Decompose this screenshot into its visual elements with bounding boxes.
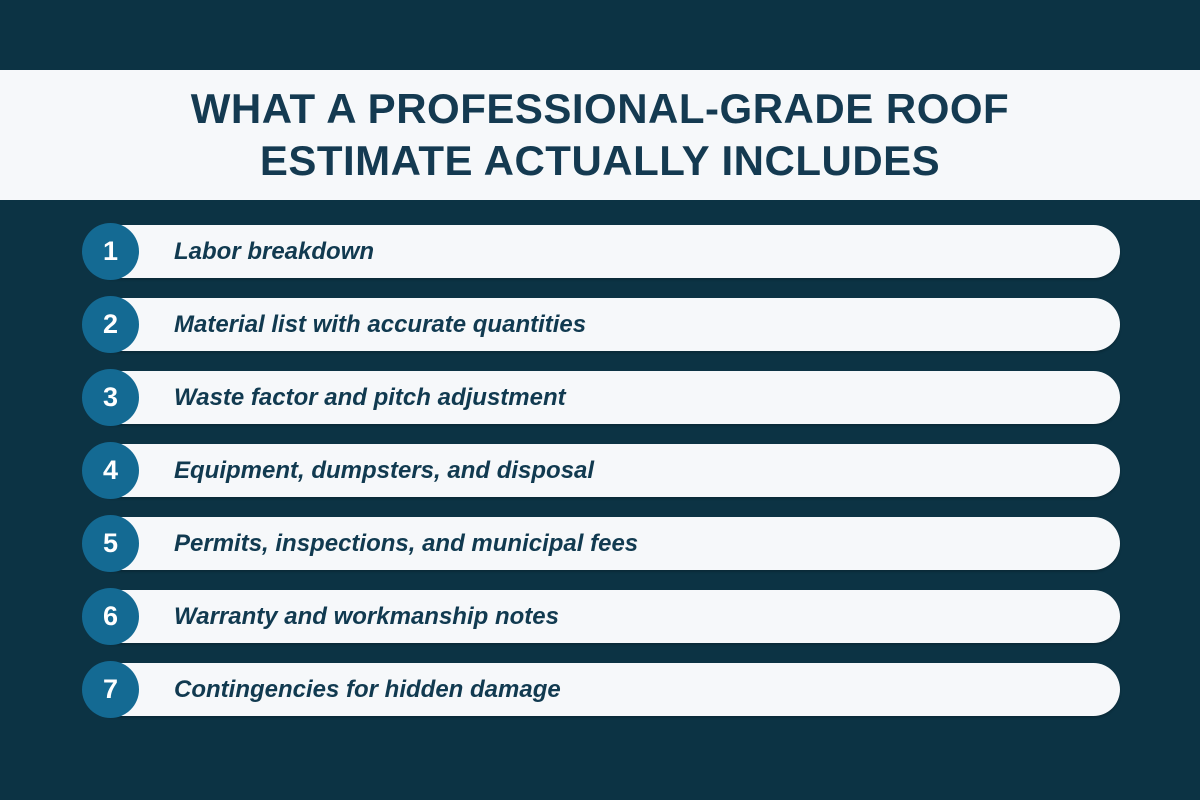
- list-item: 1 Labor breakdown: [82, 223, 1120, 280]
- item-number-badge: 2: [82, 296, 139, 353]
- item-number-badge: 5: [82, 515, 139, 572]
- list-item: 5 Permits, inspections, and municipal fe…: [82, 515, 1120, 572]
- list-item-pill: [88, 225, 1120, 278]
- item-number-badge: 4: [82, 442, 139, 499]
- item-number-badge: 7: [82, 661, 139, 718]
- item-number: 6: [102, 601, 119, 631]
- item-number: 3: [102, 382, 119, 412]
- item-label: Warranty and workmanship notes: [174, 603, 559, 630]
- item-number-badge: 1: [82, 223, 139, 280]
- item-number: 2: [102, 309, 119, 339]
- item-label: Contingencies for hidden damage: [174, 676, 561, 703]
- list-item-pill: [88, 444, 1120, 497]
- item-number: 4: [102, 455, 119, 485]
- page-title-line-2: ESTIMATE ACTUALLY INCLUDES: [259, 137, 941, 184]
- list-item-pill: [88, 590, 1120, 643]
- item-number-badge: 6: [82, 588, 139, 645]
- item-number: 5: [102, 528, 119, 558]
- item-label: Permits, inspections, and municipal fees: [174, 530, 639, 557]
- item-label: Material list with accurate quantities: [174, 311, 587, 338]
- item-number: 1: [102, 236, 119, 266]
- list-item: 2 Material list with accurate quantities: [82, 296, 1120, 353]
- list-item: 7 Contingencies for hidden damage: [82, 661, 1120, 718]
- list-item-pill: [88, 298, 1120, 351]
- page-title-line-1: WHAT A PROFESSIONAL-GRADE ROOF: [190, 85, 1010, 132]
- item-number-badge: 3: [82, 369, 139, 426]
- checklist: 1 Labor breakdown 2 Material list with a…: [82, 223, 1120, 736]
- item-number: 7: [102, 674, 119, 704]
- list-item: 3 Waste factor and pitch adjustment: [82, 369, 1120, 426]
- header-band: WHAT A PROFESSIONAL-GRADE ROOF ESTIMATE …: [0, 70, 1200, 200]
- list-item-pill: [88, 371, 1120, 424]
- list-item-pill: [88, 517, 1120, 570]
- item-label: Equipment, dumpsters, and disposal: [174, 457, 595, 484]
- item-label: Waste factor and pitch adjustment: [174, 384, 566, 411]
- item-label: Labor breakdown: [174, 238, 375, 265]
- list-item-pill: [88, 663, 1120, 716]
- list-item: 4 Equipment, dumpsters, and disposal: [82, 442, 1120, 499]
- list-item: 6 Warranty and workmanship notes: [82, 588, 1120, 645]
